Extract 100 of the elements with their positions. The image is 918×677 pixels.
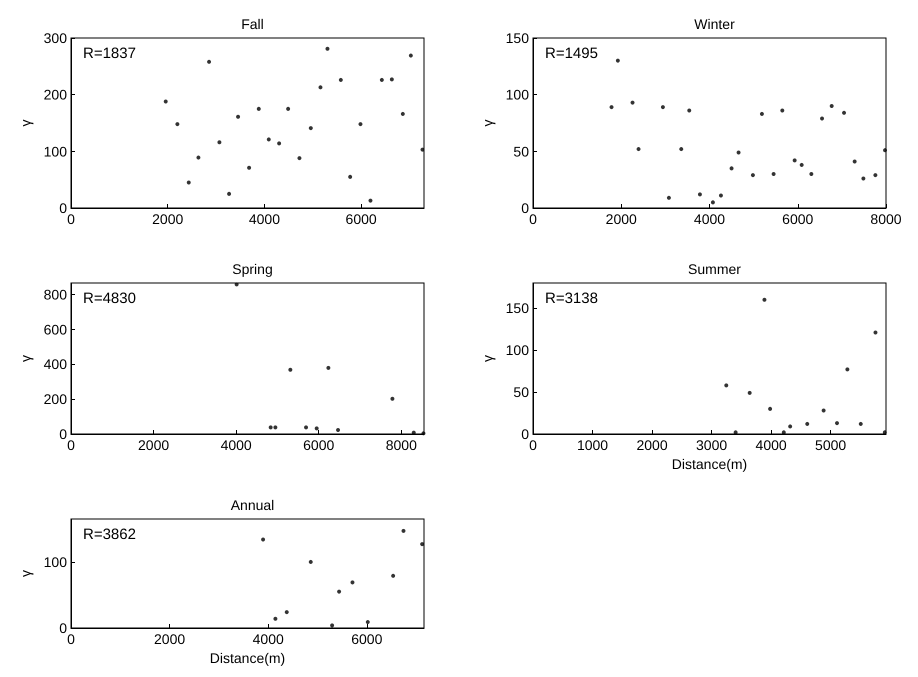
y-axis-title: γ [18, 570, 34, 577]
point [610, 105, 614, 110]
point [718, 194, 723, 198]
point [408, 54, 413, 58]
point [256, 106, 261, 111]
point [421, 431, 426, 436]
y-tick-label: 100 [506, 342, 530, 358]
x-tick-label: 1000 [576, 437, 608, 453]
x-tick-label: 6000 [303, 437, 334, 453]
chart-title: Winter [694, 16, 736, 32]
y-tick-label: 200 [44, 86, 68, 103]
point [830, 104, 834, 108]
point [616, 58, 620, 63]
point [687, 108, 692, 113]
point [730, 166, 734, 170]
point [325, 46, 330, 51]
point [660, 105, 665, 110]
point [750, 173, 755, 178]
y-axis-title: γ [18, 120, 34, 126]
point [400, 112, 405, 116]
x-tick-label: 4000 [248, 211, 280, 227]
point [768, 406, 772, 411]
point [308, 126, 313, 130]
point [390, 77, 394, 82]
point [326, 366, 330, 370]
point [330, 623, 334, 628]
point [286, 106, 290, 111]
point [366, 620, 370, 624]
point [266, 137, 271, 142]
point [780, 108, 784, 113]
point [288, 368, 292, 372]
y-tick-label: 800 [44, 286, 68, 302]
point [636, 147, 641, 152]
chart-title: Summer [688, 261, 742, 277]
point [236, 114, 240, 119]
annotation: R=4830 [83, 290, 136, 307]
point [861, 176, 866, 181]
point [164, 99, 168, 104]
point [268, 425, 273, 430]
point [666, 196, 671, 200]
point [805, 422, 810, 426]
y-tick-label: 0 [59, 426, 68, 442]
point [762, 298, 766, 302]
annotation: R=3862 [83, 526, 136, 543]
point [207, 60, 212, 64]
point [234, 282, 239, 286]
y-tick-label: 100 [44, 143, 68, 160]
point [368, 198, 372, 203]
point [277, 141, 282, 146]
y-tick-label: 300 [44, 30, 68, 46]
chart-title: Annual [230, 497, 274, 513]
point [630, 100, 635, 105]
x-tick-label: 4000 [220, 437, 252, 453]
point [273, 425, 278, 430]
point [350, 580, 354, 584]
point [858, 422, 863, 426]
point [873, 173, 878, 178]
y-tick-label: 200 [44, 391, 68, 408]
x-tick-label: 3000 [696, 437, 728, 453]
point [308, 560, 313, 564]
point [873, 330, 878, 334]
point [318, 85, 322, 90]
point [420, 148, 424, 152]
annotation: R=1495 [545, 45, 598, 62]
x-tick-label: 6000 [351, 631, 383, 647]
point [800, 162, 804, 167]
x-tick-label: 4000 [756, 437, 787, 453]
x-tick-label: 8000 [870, 211, 902, 227]
y-tick-label: 400 [44, 356, 68, 372]
point [883, 148, 888, 152]
point [247, 166, 252, 170]
x-tick-label: 2000 [606, 211, 638, 227]
y-tick-label: 0 [59, 620, 68, 636]
point [760, 112, 764, 116]
point [380, 78, 384, 82]
point [842, 110, 846, 115]
point [724, 383, 728, 388]
point [297, 156, 302, 160]
y-axis-title: γ [18, 355, 34, 362]
point [358, 122, 362, 126]
point [772, 172, 776, 176]
point [391, 574, 396, 578]
x-tick-label: 2000 [138, 437, 170, 453]
point [273, 616, 278, 621]
y-tick-label: 0 [59, 200, 68, 216]
y-tick-label: 100 [44, 554, 68, 570]
point [348, 174, 352, 179]
y-axis-title: γ [480, 120, 496, 126]
point [845, 367, 850, 372]
y-tick-label: 0 [521, 200, 530, 216]
x-tick-label: 2000 [636, 437, 668, 453]
x-axis-title: Distance(m) [672, 456, 748, 472]
x-axis-title: Distance(m) [210, 650, 286, 666]
x-tick-label: 6000 [782, 211, 814, 227]
point [698, 192, 702, 196]
x-tick-label: 2000 [154, 631, 186, 647]
point [401, 528, 406, 533]
point [175, 122, 180, 126]
point [314, 426, 319, 430]
x-tick-label: 6000 [346, 211, 377, 227]
